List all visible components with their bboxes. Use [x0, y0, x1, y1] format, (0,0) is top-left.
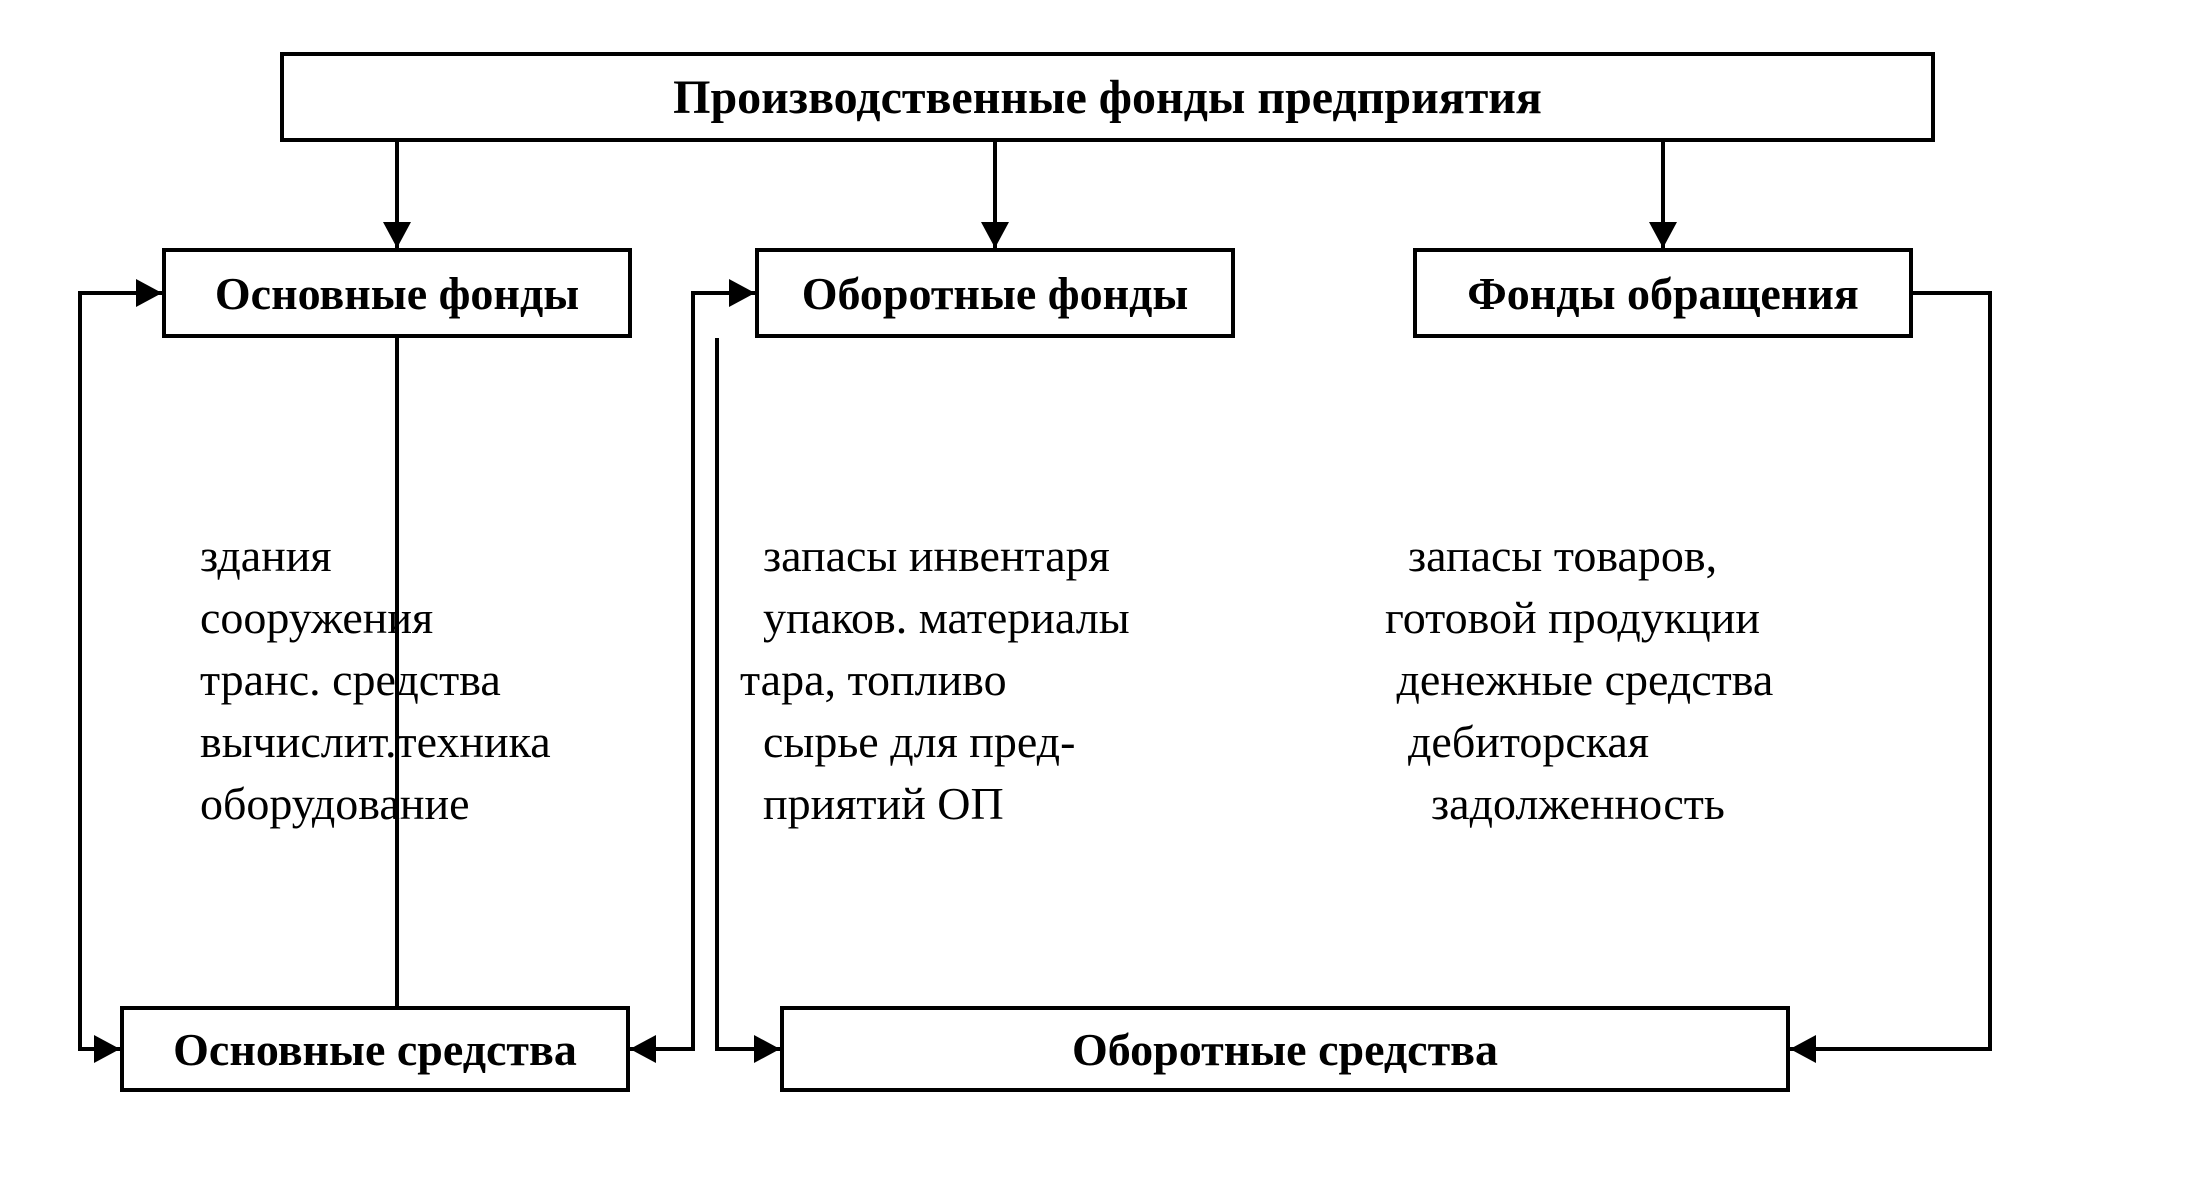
- arrowhead-icon: [136, 279, 162, 307]
- node-n3-label: Фонды обращения: [1467, 267, 1858, 320]
- node-osnovnye-fondy: Основные фонды: [162, 248, 632, 338]
- arrowhead-icon: [1790, 1035, 1816, 1063]
- edge-b1-to-n2-left: [630, 293, 755, 1049]
- arrowhead-icon: [383, 222, 411, 248]
- node-b2-label: Оборотные средства: [1072, 1023, 1498, 1076]
- node-osnovnye-sredstva: Основные средства: [120, 1006, 630, 1092]
- arrowhead-icon: [1649, 222, 1677, 248]
- list-fondy-obrashcheniya-items: запасы товаров, готовой продукции денежн…: [1385, 525, 1773, 835]
- node-fondy-obrashcheniya: Фонды обращения: [1413, 248, 1913, 338]
- list-osnovnye-fondy-items: здания сооружения транс. средства вычисл…: [200, 525, 551, 835]
- node-oborotnye-sredstva: Оборотные средства: [780, 1006, 1790, 1092]
- edge-n3-right-down-to-b2: [1790, 293, 1990, 1049]
- node-root-label: Производственные фонды предприятия: [673, 70, 1542, 125]
- arrowhead-icon: [729, 279, 755, 307]
- arrowhead-icon: [630, 1035, 656, 1063]
- edge-n1-left-down: [80, 293, 162, 1049]
- node-n1-label: Основные фонды: [215, 267, 579, 320]
- node-root: Производственные фонды предприятия: [280, 52, 1935, 142]
- node-n2-label: Оборотные фонды: [802, 267, 1189, 320]
- arrowhead-icon: [981, 222, 1009, 248]
- diagram-canvas: Производственные фонды предприятия Основ…: [0, 0, 2209, 1193]
- node-oborotnye-fondy: Оборотные фонды: [755, 248, 1235, 338]
- arrowhead-icon: [94, 1035, 120, 1063]
- list-oborotnye-fondy-items: запасы инвентаря упаков. материалы тара,…: [740, 525, 1130, 835]
- arrowhead-icon: [754, 1035, 780, 1063]
- node-b1-label: Основные средства: [173, 1023, 577, 1076]
